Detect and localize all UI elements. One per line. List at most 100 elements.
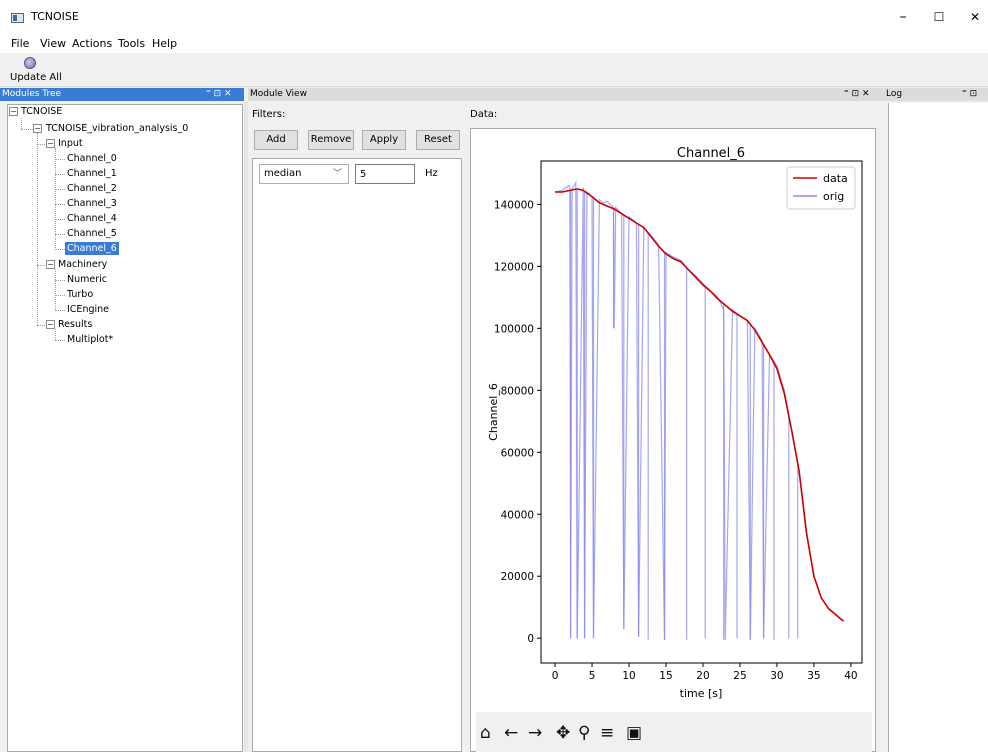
tree-collapse-toggle[interactable]: −	[46, 139, 55, 148]
window-title: TCNOISE	[31, 10, 79, 23]
filter-type-value: median	[264, 168, 302, 179]
configure-subplots-icon[interactable]: ≡	[600, 723, 615, 743]
y-axis-ticks: 0 20000 40000 60000 80000 100000 120000 140000	[494, 199, 541, 645]
modules-tree-dock-title[interactable]: Modules Tree ⁼ ⊡ ✕	[0, 88, 244, 101]
series-data	[555, 188, 845, 622]
apply-filter-button[interactable]: Apply	[362, 130, 406, 150]
tree-channel-5[interactable]: Channel_5	[67, 228, 117, 239]
menu-help[interactable]: Help	[152, 37, 178, 50]
axes-frame	[540, 160, 863, 664]
y-tick-label: 120000	[494, 261, 534, 273]
tree-connector	[55, 310, 65, 311]
log-panel[interactable]	[888, 103, 988, 752]
tree-channel-3[interactable]: Channel_3	[67, 198, 117, 209]
tree-connector	[55, 148, 56, 250]
tree-numeric[interactable]: Numeric	[67, 274, 107, 285]
menu-actions[interactable]: Actions	[72, 37, 113, 50]
menu-file[interactable]: File	[11, 37, 30, 50]
log-dock-controls[interactable]: ⁼ ⊡	[962, 89, 978, 99]
tree-connector	[55, 204, 65, 205]
tree-connector	[55, 329, 56, 340]
menu-view[interactable]: View	[40, 37, 67, 50]
tree-connector	[55, 280, 65, 281]
tree-connector	[55, 159, 65, 160]
tree-channel-1[interactable]: Channel_1	[67, 168, 117, 179]
x-tick-label: 20	[696, 670, 709, 682]
series-orig	[554, 180, 844, 640]
forward-arrow-icon[interactable]: →	[528, 723, 543, 743]
module-view-dock-title[interactable]: Module View ⁼ ⊡ ✕	[248, 88, 884, 101]
refresh-gear-icon	[24, 57, 36, 69]
modules-tree[interactable]: − TCNOISE − TCNOISE_vibration_analysis_0…	[7, 104, 243, 752]
tree-channel-0[interactable]: Channel_0	[67, 153, 117, 164]
tree-connector	[55, 219, 65, 220]
tree-turbo[interactable]: Turbo	[67, 289, 94, 300]
main-toolbar: Update All	[0, 53, 988, 87]
log-title: Log	[886, 89, 903, 99]
filters-label: Filters:	[252, 109, 286, 120]
pan-icon[interactable]: ✥	[556, 723, 571, 743]
tree-connector	[55, 249, 65, 250]
chart-legend: data orig	[786, 166, 856, 210]
tree-channel-2[interactable]: Channel_2	[67, 183, 117, 194]
tree-results-node[interactable]: Results	[58, 319, 93, 330]
home-icon[interactable]: ⌂	[480, 723, 491, 743]
tree-collapse-toggle[interactable]: −	[46, 320, 55, 329]
tree-connector	[55, 189, 65, 190]
tree-connector	[55, 340, 65, 341]
window-titlebar: TCNOISE – ☐ ✕	[0, 0, 988, 34]
tree-connector	[37, 265, 47, 266]
reset-filter-button[interactable]: Reset	[416, 130, 460, 150]
tree-input-node[interactable]: Input	[58, 138, 83, 149]
legend-orig-label: orig	[823, 190, 844, 203]
tree-machinery-node[interactable]: Machinery	[58, 259, 108, 270]
save-icon[interactable]: ▣	[626, 723, 643, 743]
x-tick-label: 35	[807, 670, 820, 682]
tree-collapse-toggle[interactable]: −	[46, 260, 55, 269]
plot-frame: Channel_6 0 5 10 15 20 25 30 35 40 0 20000 40000 60…	[470, 128, 876, 752]
filter-type-select[interactable]: median ﹀	[259, 164, 349, 184]
x-axis-ticks: 0 5 10 15 20 25 30 35 40	[552, 663, 858, 682]
tree-collapse-toggle[interactable]: −	[33, 124, 42, 133]
tree-connector	[55, 234, 65, 235]
filter-value-input[interactable]	[355, 164, 415, 184]
update-all-button[interactable]: Update All	[8, 54, 62, 86]
tree-icengine[interactable]: ICEngine	[67, 304, 109, 315]
close-button[interactable]: ✕	[969, 10, 981, 24]
tree-multiplot[interactable]: Multiplot*	[67, 334, 114, 345]
x-tick-label: 25	[733, 670, 746, 682]
update-all-label: Update All	[10, 72, 62, 83]
app-icon	[11, 13, 24, 23]
y-axis-label: Channel_6	[487, 383, 500, 441]
y-tick-label: 80000	[501, 385, 534, 397]
tree-channel-4[interactable]: Channel_4	[67, 213, 117, 224]
maximize-button[interactable]: ☐	[933, 10, 945, 24]
log-dock-title[interactable]: Log ⁼ ⊡	[884, 88, 988, 101]
filter-unit-label: Hz	[425, 168, 438, 179]
module-view-dock-controls[interactable]: ⁼ ⊡ ✕	[844, 89, 870, 99]
y-tick-label: 140000	[494, 199, 534, 211]
tree-collapse-toggle[interactable]: −	[9, 107, 18, 116]
tree-connector	[37, 133, 38, 325]
minimize-button[interactable]: –	[899, 9, 907, 25]
dock-splitter[interactable]	[244, 101, 248, 752]
zoom-icon[interactable]: ⚲	[578, 723, 591, 743]
x-tick-label: 15	[659, 670, 672, 682]
tree-root[interactable]: TCNOISE	[21, 106, 63, 117]
x-tick-label: 5	[589, 670, 596, 682]
modules-tree-dock-controls[interactable]: ⁼ ⊡ ✕	[206, 89, 232, 99]
x-tick-label: 40	[844, 670, 857, 682]
y-tick-label: 40000	[501, 509, 534, 521]
x-tick-label: 10	[622, 670, 635, 682]
y-tick-label: 0	[527, 633, 534, 645]
back-arrow-icon[interactable]: ←	[504, 723, 519, 743]
dock-splitter[interactable]	[884, 101, 888, 752]
add-filter-button[interactable]: Add	[254, 130, 298, 150]
tree-channel-6[interactable]: Channel_6	[65, 242, 119, 255]
x-tick-label: 0	[552, 670, 559, 682]
series-data-line	[555, 188, 845, 622]
remove-filter-button[interactable]: Remove	[308, 130, 354, 150]
menu-tools[interactable]: Tools	[118, 37, 146, 50]
tree-analysis-node[interactable]: TCNOISE_vibration_analysis_0	[46, 123, 189, 134]
channel-plot[interactable]: Channel_6 0 5 10 15 20 25 30 35 40 0 20000 40000 60…	[471, 129, 875, 713]
